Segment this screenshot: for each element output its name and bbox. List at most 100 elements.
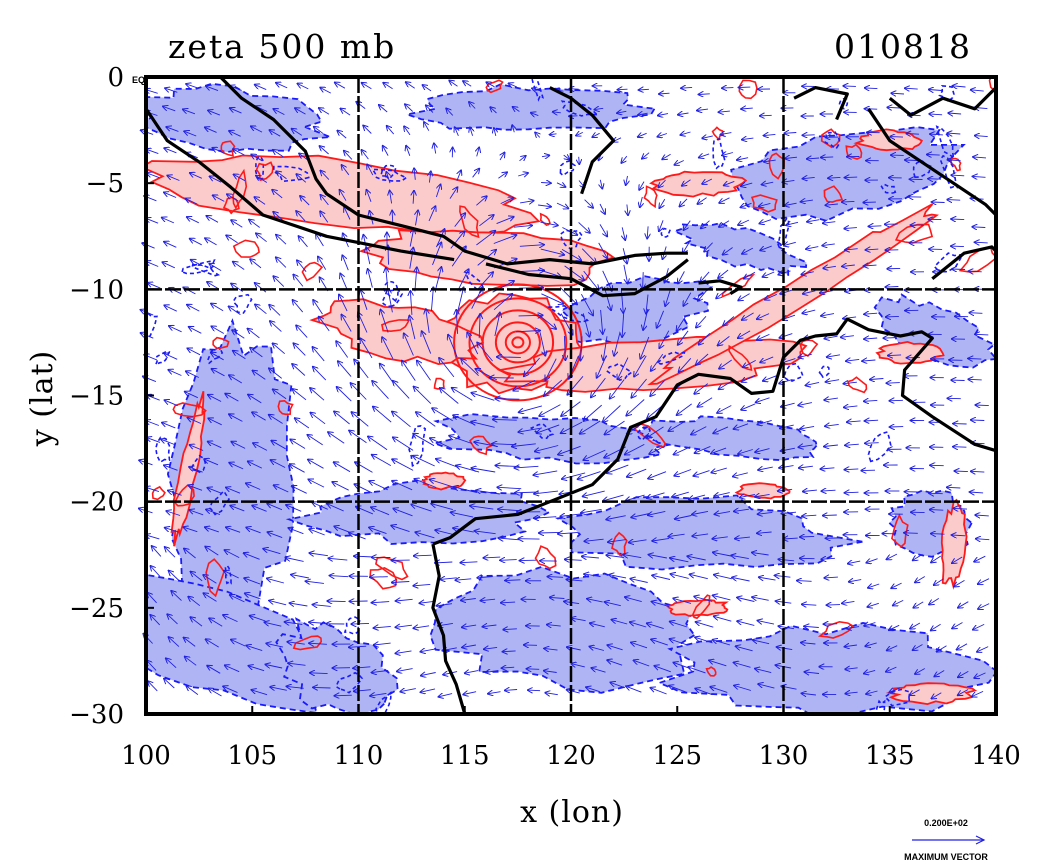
y-tick-label: −20 bbox=[69, 488, 124, 518]
wind-vector bbox=[501, 602, 516, 603]
wind-vector bbox=[702, 178, 713, 184]
wind-vector bbox=[379, 105, 388, 113]
wind-vector bbox=[465, 671, 479, 674]
wind-vector bbox=[954, 580, 965, 586]
wind-vector bbox=[186, 199, 198, 205]
wind-vector bbox=[167, 614, 178, 625]
wind-vector bbox=[711, 467, 727, 472]
wind-vector bbox=[231, 442, 246, 449]
wind-vector bbox=[622, 312, 624, 337]
wind-vector bbox=[934, 578, 944, 585]
wind-vector bbox=[758, 419, 772, 424]
wind-vector bbox=[567, 647, 581, 650]
wind-vector bbox=[332, 482, 349, 491]
wind-vector bbox=[590, 623, 605, 627]
wind-vector bbox=[148, 681, 158, 692]
wind-vector bbox=[803, 291, 816, 294]
wind-vector bbox=[717, 405, 732, 413]
wind-vector bbox=[621, 155, 628, 163]
wind-vector bbox=[649, 444, 668, 454]
wind-vector bbox=[308, 435, 323, 446]
wind-vector bbox=[226, 235, 238, 244]
wind-vector bbox=[500, 198, 513, 205]
wind-vector bbox=[758, 467, 773, 470]
wind-vector bbox=[760, 220, 772, 224]
wind-vector bbox=[827, 605, 841, 606]
wind-vector bbox=[976, 405, 989, 406]
wind-vector bbox=[390, 191, 392, 204]
wind-vector bbox=[382, 337, 394, 359]
wind-vector bbox=[422, 331, 432, 354]
wind-vector bbox=[634, 660, 650, 667]
wind-vector bbox=[764, 134, 776, 135]
wind-vector bbox=[503, 651, 516, 652]
wind-vector bbox=[845, 249, 858, 250]
y-axis-ticks: 0 −5 −10 −15 −20 −25 −30 bbox=[69, 63, 154, 730]
wind-vector bbox=[595, 108, 604, 109]
wind-vector bbox=[372, 455, 392, 466]
wind-vector bbox=[440, 578, 457, 580]
wind-vector bbox=[679, 358, 692, 372]
wind-vector bbox=[849, 580, 862, 582]
wind-vector bbox=[538, 205, 551, 207]
wind-vector bbox=[223, 686, 238, 694]
wind-vector bbox=[292, 129, 303, 136]
wind-vector bbox=[643, 308, 649, 330]
wind-vector bbox=[579, 156, 580, 164]
wind-vector bbox=[453, 528, 474, 533]
wind-vector bbox=[553, 112, 561, 113]
wind-vector bbox=[799, 466, 813, 468]
wind-vector bbox=[599, 203, 605, 214]
wind-vector bbox=[276, 257, 287, 268]
wind-vector bbox=[958, 601, 969, 608]
wind-vector bbox=[207, 666, 221, 674]
wind-vector bbox=[889, 624, 900, 630]
wind-vector bbox=[969, 271, 982, 272]
wind-vector bbox=[668, 534, 685, 536]
contour-fragment bbox=[374, 556, 409, 581]
wind-vector bbox=[190, 239, 202, 246]
wind-vector bbox=[383, 83, 393, 90]
wind-vector bbox=[404, 334, 414, 356]
wind-vector bbox=[801, 272, 814, 275]
wind-vector bbox=[270, 130, 281, 137]
wind-vector bbox=[600, 179, 602, 189]
wind-vector bbox=[805, 672, 820, 674]
wind-vector bbox=[437, 604, 453, 606]
wind-vector bbox=[937, 645, 947, 652]
wind-vector bbox=[915, 668, 926, 675]
wind-vector bbox=[893, 599, 904, 605]
wind-vector bbox=[651, 688, 667, 695]
wind-vector bbox=[362, 150, 369, 160]
wind-vector bbox=[806, 247, 819, 250]
wind-vector bbox=[335, 83, 346, 89]
wind-vector bbox=[374, 643, 391, 645]
wind-vector bbox=[556, 183, 565, 187]
contour-fragment bbox=[334, 671, 364, 694]
wind-vector bbox=[208, 418, 222, 426]
contour-fragment bbox=[750, 194, 778, 213]
wind-vector bbox=[930, 510, 944, 511]
wind-vector bbox=[440, 388, 459, 404]
wind-vector bbox=[915, 576, 926, 583]
wind-vector bbox=[276, 235, 287, 245]
wind-vector bbox=[976, 539, 990, 540]
wind-vector bbox=[318, 257, 327, 270]
wind-vector bbox=[890, 137, 904, 138]
wind-vector bbox=[786, 222, 799, 225]
wind-vector bbox=[366, 247, 371, 265]
wind-vector bbox=[866, 691, 878, 694]
wind-vector bbox=[498, 172, 507, 179]
wind-vector bbox=[681, 132, 691, 135]
wind-vector bbox=[513, 107, 520, 112]
wind-vector bbox=[607, 660, 623, 666]
wind-vector bbox=[296, 325, 308, 338]
wind-vector bbox=[184, 549, 196, 559]
wind-vector bbox=[652, 575, 671, 580]
wind-vector bbox=[371, 507, 390, 516]
wind-vector bbox=[396, 625, 412, 627]
wind-vector bbox=[733, 472, 748, 477]
wind-vector bbox=[675, 161, 684, 165]
wind-vector bbox=[188, 348, 201, 356]
wind-vector bbox=[738, 293, 750, 301]
